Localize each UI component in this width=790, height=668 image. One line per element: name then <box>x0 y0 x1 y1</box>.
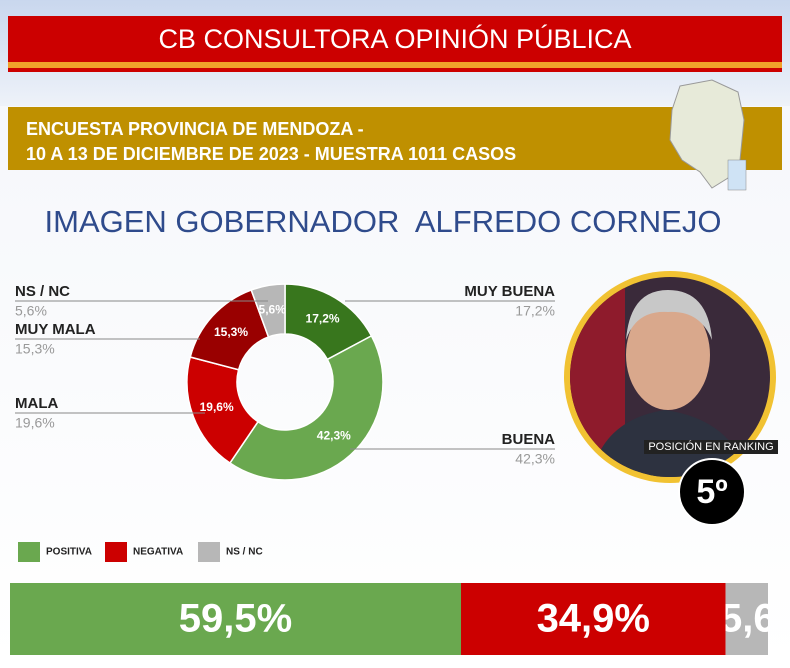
category-label: MUY MALA <box>15 321 96 338</box>
bar-label: 34,9% <box>537 597 650 641</box>
survey-line: ENCUESTA PROVINCIA DE MENDOZA - <box>26 119 364 139</box>
survey-line: 10 A 13 DE DICIEMBRE DE 2023 - MUESTRA 1… <box>26 144 516 164</box>
header-title: CB CONSULTORA OPINIÓN PÚBLICA <box>158 23 631 54</box>
header-stripe <box>8 68 782 72</box>
slice-label: 19,6% <box>200 400 234 414</box>
bar-segment <box>461 583 726 655</box>
ranking-position: 5º <box>696 473 727 511</box>
slice-label: 17,2% <box>306 312 340 326</box>
chart-title: IMAGEN GOBERNADOR ALFREDO CORNEJO <box>45 204 722 239</box>
bar-segment <box>725 583 768 655</box>
bar-segment <box>10 583 462 655</box>
category-value: 42,3% <box>515 451 555 467</box>
legend-swatch <box>198 542 220 562</box>
ranking-band <box>644 440 778 454</box>
slice-label: 15,3% <box>214 325 248 339</box>
category-value: 17,2% <box>515 303 555 319</box>
header-band <box>8 16 782 62</box>
donut-slice <box>228 334 384 481</box>
header-stripe <box>8 62 782 68</box>
bar-label: 5,6% <box>720 597 790 641</box>
category-label: MALA <box>15 395 58 412</box>
face <box>626 300 710 410</box>
hair <box>626 290 712 340</box>
category-label: MUY BUENA <box>464 283 555 300</box>
category-value: 5,6% <box>15 303 47 319</box>
legend-swatch <box>105 542 127 562</box>
bar-label: 59,5% <box>179 597 292 641</box>
donut-slice <box>250 283 286 338</box>
category-value: 19,6% <box>15 415 55 431</box>
legend-label: NS / NC <box>226 547 263 558</box>
ranking-label: POSICIÓN EN RANKING <box>648 440 773 453</box>
category-label: BUENA <box>502 431 556 448</box>
map-inset <box>727 159 747 191</box>
province-map <box>669 79 745 189</box>
legend-swatch <box>18 542 40 562</box>
legend-label: POSITIVA <box>46 547 92 558</box>
category-label: NS / NC <box>15 283 70 300</box>
slice-label: 5,6% <box>259 302 287 316</box>
survey-band <box>8 107 782 170</box>
legend-label: NEGATIVA <box>133 547 183 558</box>
slice-label: 42,3% <box>317 428 351 442</box>
ranking-badge <box>678 458 746 526</box>
category-value: 15,3% <box>15 341 55 357</box>
